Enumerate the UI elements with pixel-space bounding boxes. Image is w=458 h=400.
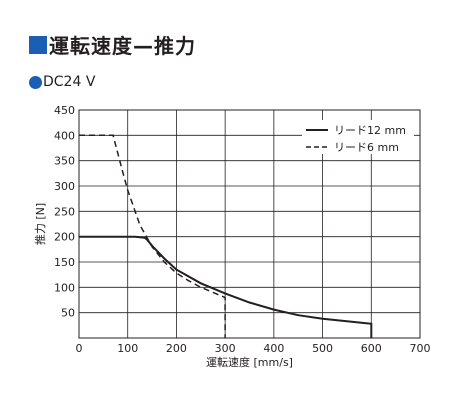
y-tick-label: 450 bbox=[54, 104, 75, 117]
subtitle-row: DC24 V bbox=[29, 74, 95, 90]
legend-label: リード12 mm bbox=[334, 124, 406, 137]
y-tick-label: 150 bbox=[54, 256, 75, 269]
y-axis-label: 推力 [N] bbox=[33, 203, 47, 245]
y-tick-label: 400 bbox=[54, 129, 75, 142]
x-axis-label: 運転速度 [mm/s] bbox=[206, 355, 293, 369]
y-tick-label: 250 bbox=[54, 205, 75, 218]
x-tick-label: 100 bbox=[117, 342, 138, 355]
x-tick-label: 200 bbox=[166, 342, 187, 355]
legend-background bbox=[302, 120, 414, 154]
series-line-2 bbox=[79, 134, 226, 338]
grid bbox=[78, 109, 421, 339]
x-tick-label: 400 bbox=[263, 342, 284, 355]
title-row: 運転速度—推力 bbox=[29, 30, 196, 59]
x-tick-label: 500 bbox=[312, 342, 333, 355]
legend-label: リード6 mm bbox=[334, 141, 399, 154]
voltage-label: DC24 V bbox=[43, 74, 96, 90]
y-tick-label: 300 bbox=[54, 180, 75, 193]
title-square-icon bbox=[29, 35, 47, 54]
series-line-1 bbox=[79, 235, 373, 338]
x-tick-label: 300 bbox=[215, 342, 236, 355]
legend: リード12 mm リード6 mm bbox=[302, 120, 414, 154]
y-tick-label: 200 bbox=[54, 231, 75, 244]
x-tick-label: 0 bbox=[76, 342, 83, 355]
plot-border bbox=[78, 109, 421, 339]
bullet-circle-icon bbox=[29, 75, 42, 89]
y-tick-label: 50 bbox=[61, 307, 75, 320]
series-layer bbox=[79, 134, 373, 338]
y-tick-label: 350 bbox=[54, 155, 75, 168]
x-tick-label: 700 bbox=[410, 342, 431, 355]
page-title: 運転速度—推力 bbox=[49, 34, 196, 58]
y-tick-label: 100 bbox=[54, 281, 75, 294]
tick-labels: 0 100 200 300 400 500 600 700 50 100 150 200 250 300 3… bbox=[54, 104, 431, 355]
x-tick-label: 600 bbox=[361, 342, 382, 355]
